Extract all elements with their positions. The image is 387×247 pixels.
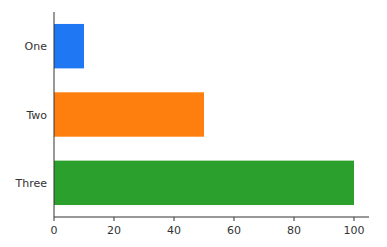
tick-label: 60 bbox=[227, 224, 241, 237]
bar bbox=[54, 24, 84, 68]
bar bbox=[54, 161, 354, 205]
tick bbox=[54, 217, 55, 221]
tick bbox=[294, 217, 295, 221]
category-label: One bbox=[25, 40, 48, 53]
category-label: Three bbox=[14, 177, 47, 190]
tick bbox=[114, 217, 115, 221]
value-axis bbox=[54, 217, 369, 218]
bars bbox=[54, 24, 354, 205]
tick-label: 100 bbox=[344, 224, 365, 237]
tick-label: 20 bbox=[107, 224, 121, 237]
tick-label: 0 bbox=[51, 224, 58, 237]
chart: 0 20 40 60 80 100 One Two Three bbox=[0, 0, 387, 247]
tick-label: 80 bbox=[287, 224, 301, 237]
tick bbox=[354, 217, 355, 221]
tick-label: 40 bbox=[167, 224, 181, 237]
category-axis bbox=[54, 12, 55, 217]
tick bbox=[174, 217, 175, 221]
bar bbox=[54, 92, 204, 136]
tick bbox=[234, 217, 235, 221]
category-label: Two bbox=[25, 109, 47, 122]
